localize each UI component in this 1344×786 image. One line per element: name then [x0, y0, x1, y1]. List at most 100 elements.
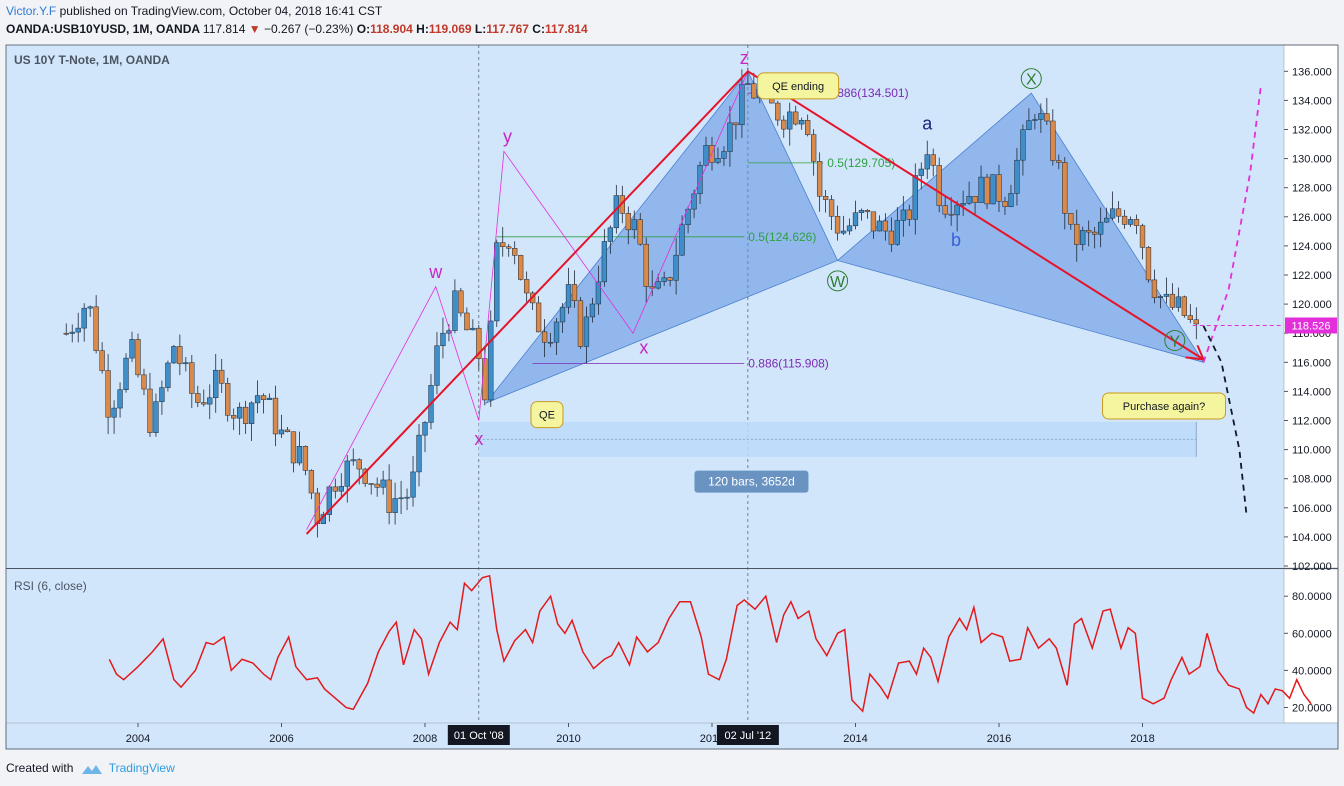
- candle[interactable]: [1026, 108, 1032, 130]
- range-label-box[interactable]: [694, 470, 809, 493]
- candle-body[interactable]: [386, 479, 392, 513]
- candle-body[interactable]: [1097, 221, 1104, 235]
- candle-body[interactable]: [966, 196, 972, 204]
- candle-body[interactable]: [470, 327, 476, 331]
- candle-body[interactable]: [679, 224, 685, 256]
- candle-body[interactable]: [165, 362, 171, 388]
- candle[interactable]: [368, 483, 374, 495]
- candle-body[interactable]: [828, 199, 835, 217]
- candle-body[interactable]: [553, 321, 560, 343]
- candle-body[interactable]: [434, 345, 440, 386]
- candle-body[interactable]: [440, 332, 446, 347]
- wave-structure-line[interactable]: [306, 71, 749, 530]
- candle[interactable]: [81, 303, 87, 342]
- callout-notes[interactable]: QE ending QE Purchase again?: [530, 72, 1227, 429]
- candle[interactable]: [948, 197, 954, 226]
- candle-body[interactable]: [458, 290, 464, 314]
- candle-body[interactable]: [1163, 293, 1170, 297]
- candlesticks[interactable]: [63, 67, 1199, 538]
- candle[interactable]: [87, 305, 93, 317]
- candle[interactable]: [404, 488, 410, 511]
- rsi-line[interactable]: [108, 574, 1312, 715]
- candle-body[interactable]: [422, 422, 428, 436]
- candle[interactable]: [799, 117, 805, 130]
- candle-body[interactable]: [535, 302, 542, 333]
- candle[interactable]: [1062, 156, 1068, 230]
- candle-body[interactable]: [242, 406, 249, 424]
- candle-body[interactable]: [494, 242, 500, 322]
- candle-body[interactable]: [99, 350, 105, 371]
- candle[interactable]: [864, 209, 871, 219]
- candle[interactable]: [978, 165, 984, 203]
- candle[interactable]: [308, 469, 315, 500]
- candle[interactable]: [870, 211, 877, 239]
- candle-body[interactable]: [171, 346, 177, 364]
- candle[interactable]: [625, 206, 631, 245]
- trend-line[interactable]: [747, 70, 1205, 361]
- candle-body[interactable]: [195, 393, 201, 403]
- candle[interactable]: [1068, 213, 1074, 230]
- candle-body[interactable]: [356, 459, 362, 470]
- candle[interactable]: [1074, 209, 1080, 262]
- candle-body[interactable]: [254, 395, 261, 404]
- candle-body[interactable]: [153, 401, 159, 433]
- candle-body[interactable]: [721, 151, 727, 159]
- candle[interactable]: [159, 380, 165, 415]
- candle[interactable]: [266, 393, 273, 401]
- candle-body[interactable]: [1145, 247, 1152, 281]
- candle-body[interactable]: [751, 83, 757, 99]
- candle[interactable]: [254, 380, 261, 414]
- candle[interactable]: [553, 317, 560, 356]
- wave-label[interactable]: w: [428, 262, 443, 282]
- candle[interactable]: [1115, 201, 1122, 223]
- candle[interactable]: [583, 306, 590, 364]
- wave-circle-label[interactable]: Y: [1169, 333, 1180, 350]
- tradingview-logo-icon[interactable]: [81, 763, 103, 775]
- candle[interactable]: [518, 254, 524, 281]
- candle[interactable]: [123, 353, 129, 393]
- candle-body[interactable]: [565, 284, 572, 308]
- candle-body[interactable]: [314, 492, 321, 524]
- candle[interactable]: [972, 196, 978, 216]
- candle[interactable]: [452, 279, 458, 334]
- candle[interactable]: [207, 384, 213, 420]
- candle-body[interactable]: [368, 483, 374, 485]
- candle-body[interactable]: [900, 209, 906, 221]
- candle-body[interactable]: [799, 120, 805, 125]
- candle-body[interactable]: [793, 111, 799, 125]
- candle[interactable]: [793, 105, 799, 126]
- candle-body[interactable]: [1193, 319, 1199, 325]
- wave-circle-label[interactable]: W: [830, 274, 846, 291]
- trend-lines[interactable]: [305, 70, 1206, 535]
- candle[interactable]: [302, 445, 309, 476]
- candle[interactable]: [882, 213, 889, 241]
- candle[interactable]: [1014, 147, 1020, 206]
- candle-body[interactable]: [918, 168, 924, 176]
- candle[interactable]: [141, 368, 147, 396]
- candle-body[interactable]: [207, 397, 213, 405]
- candle[interactable]: [1127, 216, 1134, 227]
- candle-body[interactable]: [272, 397, 279, 435]
- candle[interactable]: [1044, 97, 1050, 125]
- wave-labels[interactable]: w y x x z a b W X Y: [428, 48, 1186, 449]
- candle-body[interactable]: [290, 431, 297, 464]
- candle[interactable]: [1020, 124, 1026, 176]
- candle[interactable]: [667, 276, 673, 287]
- candle-body[interactable]: [189, 362, 195, 394]
- candle[interactable]: [476, 324, 482, 371]
- candle-body[interactable]: [1092, 231, 1098, 235]
- candle-body[interactable]: [906, 209, 912, 220]
- candle[interactable]: [721, 146, 727, 166]
- candle[interactable]: [248, 401, 255, 441]
- candle[interactable]: [649, 270, 655, 296]
- rsi-pane[interactable]: [6, 569, 1284, 723]
- candle-body[interactable]: [488, 320, 494, 401]
- candle[interactable]: [996, 164, 1002, 212]
- candle-body[interactable]: [1014, 159, 1020, 194]
- candle-body[interactable]: [846, 225, 853, 232]
- candle[interactable]: [607, 225, 614, 254]
- candle[interactable]: [984, 173, 990, 210]
- candle-body[interactable]: [852, 212, 859, 227]
- candle-body[interactable]: [870, 211, 877, 232]
- candle[interactable]: [183, 356, 189, 372]
